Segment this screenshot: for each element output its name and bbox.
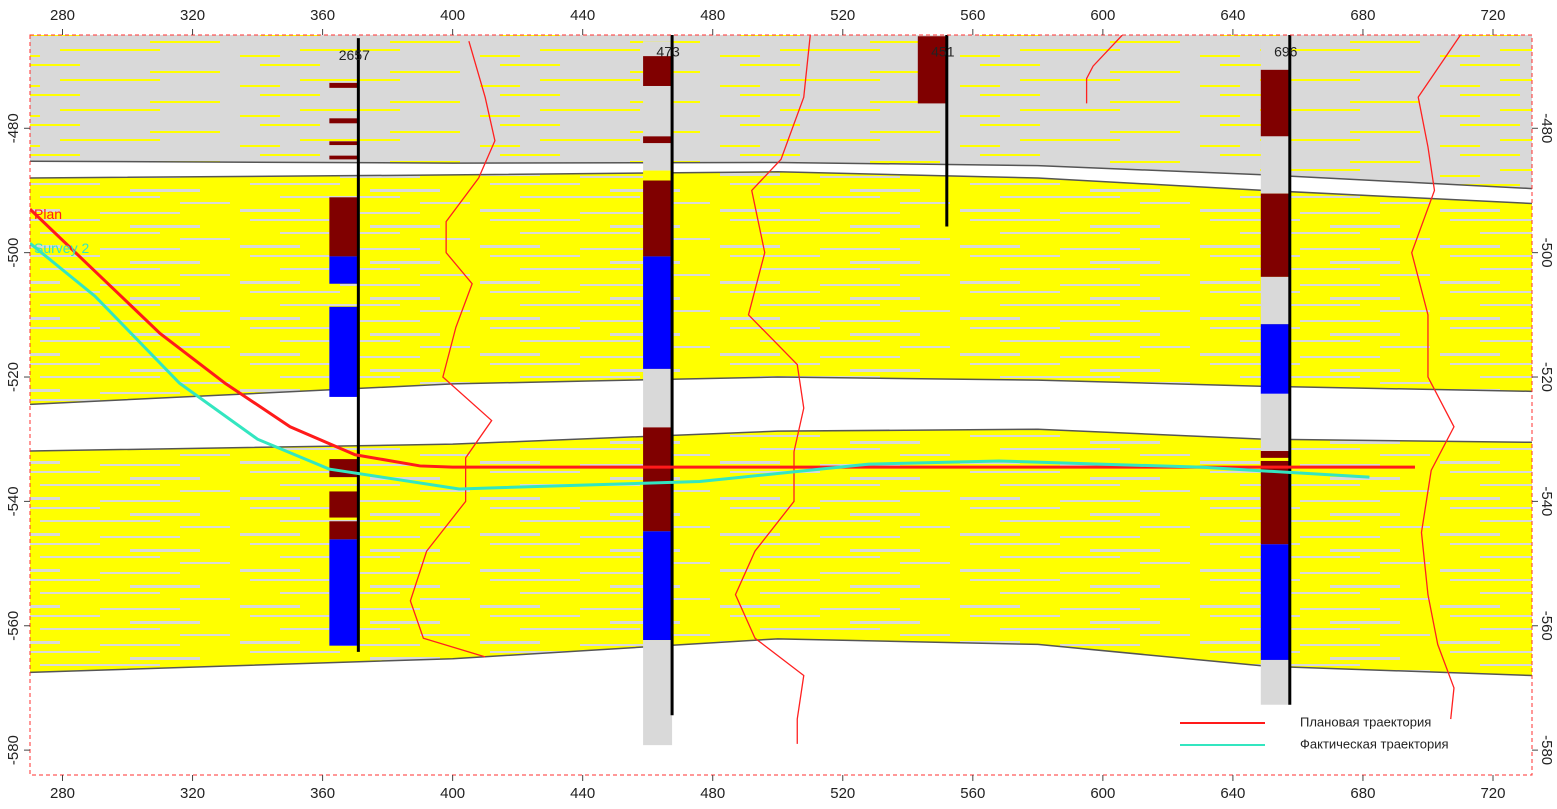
lithology-interval bbox=[1260, 38, 1290, 70]
lithology-interval bbox=[329, 521, 359, 540]
horizon bbox=[30, 638, 1532, 677]
axes: 280 280 320 320 360 360 400 400 440 440 480 480 520 5… bbox=[5, 7, 1555, 802]
x-tick-label: 480 bbox=[700, 7, 725, 24]
x-tick-label: 560 bbox=[960, 785, 985, 802]
lithology-interval bbox=[643, 41, 673, 54]
well-label: 696 bbox=[1274, 44, 1298, 60]
well-label: 473 bbox=[656, 44, 680, 60]
x-tick-label: 520 bbox=[830, 785, 855, 802]
lithology-interval bbox=[329, 306, 359, 397]
lithology-interval bbox=[643, 640, 673, 746]
lithology-interval bbox=[1260, 393, 1290, 452]
well-log bbox=[734, 35, 811, 744]
lithology-interval bbox=[329, 491, 359, 518]
well-log bbox=[1085, 35, 1123, 104]
horizon bbox=[30, 376, 1532, 406]
horizon bbox=[30, 428, 1532, 452]
lithology-interval bbox=[643, 136, 673, 144]
x-tick-label: 560 bbox=[960, 7, 985, 24]
x-tick-label: 400 bbox=[440, 7, 465, 24]
y-tick-label: -540 bbox=[5, 486, 22, 516]
lithology-interval bbox=[329, 141, 359, 146]
x-tick-label: 640 bbox=[1220, 785, 1245, 802]
y-tick-label: -540 bbox=[1538, 486, 1555, 516]
lithology-interval bbox=[1260, 136, 1290, 194]
x-tick-label: 520 bbox=[830, 7, 855, 24]
x-tick-label: 600 bbox=[1090, 785, 1115, 802]
x-tick-label: 280 bbox=[50, 785, 75, 802]
horizon bbox=[30, 171, 1532, 205]
well-label: 2657 bbox=[339, 47, 370, 63]
legend-label: Плановая траектория bbox=[1300, 714, 1431, 729]
y-tick-label: -580 bbox=[5, 735, 22, 765]
x-tick-label: 720 bbox=[1480, 7, 1505, 24]
layer-sand bbox=[30, 429, 1532, 676]
y-tick-label: -560 bbox=[5, 611, 22, 641]
lithology-interval bbox=[643, 56, 673, 86]
lithology-interval bbox=[643, 143, 673, 171]
x-tick-label: 440 bbox=[570, 785, 595, 802]
x-tick-label: 360 bbox=[310, 7, 335, 24]
lithology-interval bbox=[643, 427, 673, 532]
lithology-interval bbox=[329, 118, 359, 124]
lithology-interval bbox=[643, 368, 673, 428]
y-tick-label: -520 bbox=[1538, 362, 1555, 392]
x-tick-label: 640 bbox=[1220, 7, 1245, 24]
well-log bbox=[409, 41, 496, 658]
lithology-interval bbox=[1260, 544, 1290, 660]
x-tick-label: 360 bbox=[310, 785, 335, 802]
plot-area: 2657 473 451 696 Plan Survey 2 bbox=[30, 35, 1532, 746]
well-label: 451 bbox=[931, 44, 955, 60]
trajectory bbox=[30, 242, 1370, 491]
lithology-interval bbox=[329, 197, 359, 257]
x-tick-label: 320 bbox=[180, 7, 205, 24]
x-tick-label: 280 bbox=[50, 7, 75, 24]
layer-sand bbox=[30, 171, 1532, 405]
lithology-interval bbox=[1260, 659, 1290, 705]
lithology-interval bbox=[329, 539, 359, 646]
y-tick-label: -560 bbox=[1538, 611, 1555, 641]
lithology-interval bbox=[643, 85, 673, 137]
lithology-interval bbox=[1260, 324, 1290, 394]
lithology-interval bbox=[643, 170, 673, 181]
lithology-interval bbox=[329, 459, 359, 478]
y-tick-label: -480 bbox=[1538, 113, 1555, 143]
x-tick-label: 400 bbox=[440, 785, 465, 802]
legend-label: Фактическая траектория bbox=[1300, 736, 1449, 751]
layer-gray bbox=[30, 35, 1532, 189]
y-tick-label: -580 bbox=[1538, 735, 1555, 765]
y-tick-label: -520 bbox=[5, 362, 22, 392]
y-tick-label: -500 bbox=[1538, 238, 1555, 268]
trajectory-label: Plan bbox=[34, 206, 62, 222]
well-log bbox=[1411, 35, 1462, 720]
lithology-interval bbox=[643, 256, 673, 369]
trajectory-label: Survey 2 bbox=[34, 240, 89, 256]
plot-frame bbox=[29, 34, 1533, 776]
y-tick-label: -480 bbox=[5, 113, 22, 143]
lithology-interval bbox=[917, 36, 947, 104]
lithology-interval bbox=[1260, 193, 1290, 277]
lithology-interval bbox=[1260, 460, 1290, 545]
lithology-interval bbox=[643, 180, 673, 257]
x-tick-label: 480 bbox=[700, 785, 725, 802]
x-tick-label: 600 bbox=[1090, 7, 1115, 24]
lithology-interval bbox=[1260, 451, 1290, 458]
x-tick-label: 440 bbox=[570, 7, 595, 24]
lithology-interval bbox=[643, 531, 673, 641]
lithology-interval bbox=[1260, 276, 1290, 325]
y-tick-label: -500 bbox=[5, 238, 22, 268]
x-tick-label: 720 bbox=[1480, 785, 1505, 802]
x-tick-label: 680 bbox=[1350, 7, 1375, 24]
x-tick-label: 320 bbox=[180, 785, 205, 802]
lithology-interval bbox=[329, 82, 359, 88]
lithology-interval bbox=[329, 155, 359, 160]
trajectory bbox=[30, 208, 1415, 469]
horizon bbox=[30, 160, 1532, 190]
lithology-interval bbox=[329, 256, 359, 284]
lithology-interval bbox=[1260, 69, 1290, 137]
x-tick-label: 680 bbox=[1350, 785, 1375, 802]
